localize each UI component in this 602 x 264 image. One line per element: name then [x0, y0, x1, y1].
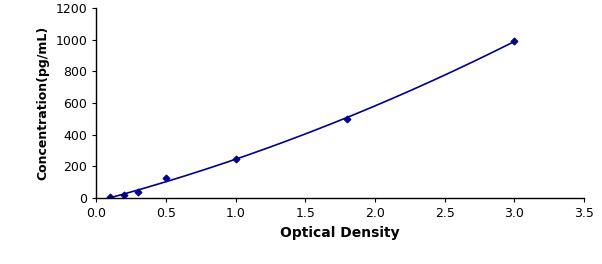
X-axis label: Optical Density: Optical Density [281, 225, 400, 240]
Y-axis label: Concentration(pg/mL): Concentration(pg/mL) [37, 26, 50, 180]
